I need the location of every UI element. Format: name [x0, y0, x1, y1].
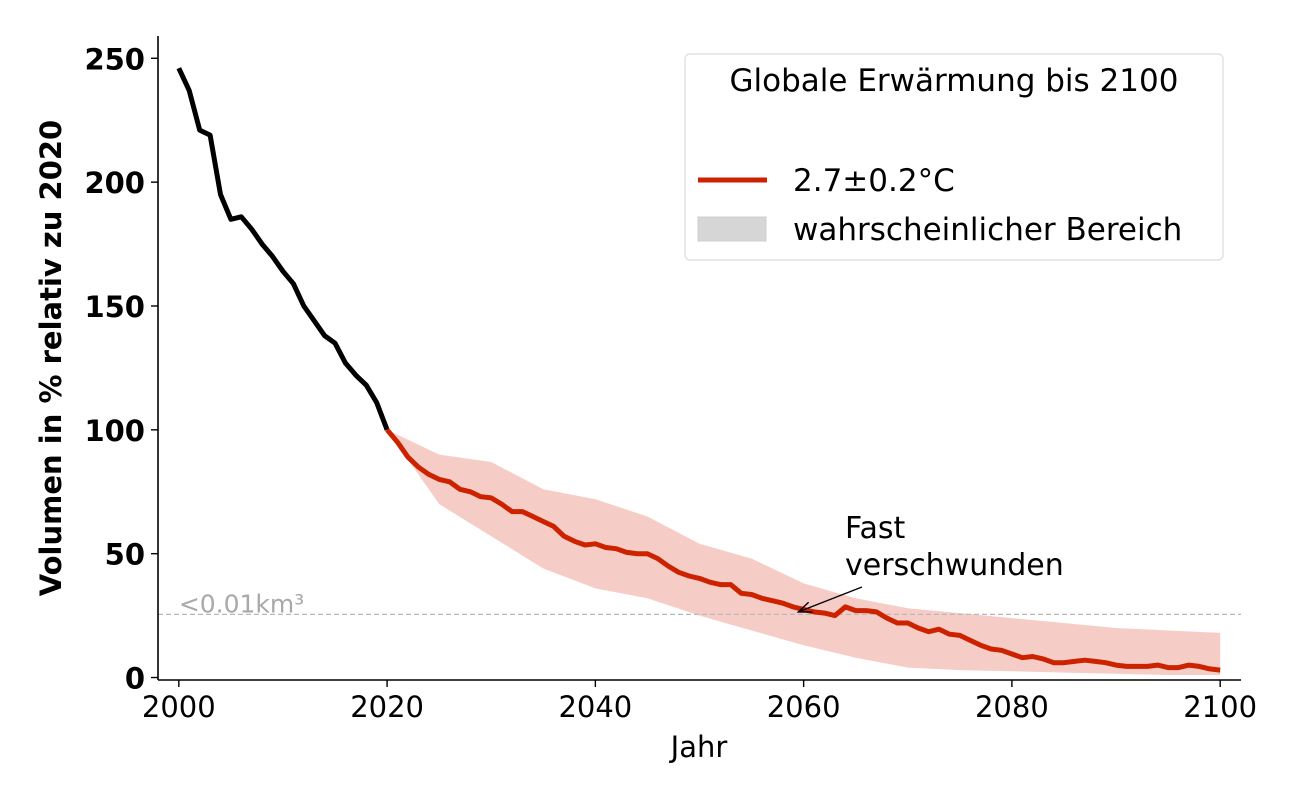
x-tick-label: 2080	[975, 690, 1049, 724]
legend: Globale Erwärmung bis 2100 2.7±0.2°C wah…	[684, 53, 1224, 261]
y-axis-title: Volumen in % relativ zu 2020	[34, 120, 68, 596]
x-axis-title: Jahr	[669, 730, 728, 764]
x-axis-ticks: 2000 2020 2040 2060 2080 2100	[142, 680, 1257, 724]
x-tick-label: 2000	[142, 690, 216, 724]
annotation-arrowhead	[796, 601, 813, 613]
x-tick-label: 2060	[767, 690, 841, 724]
legend-swatch-likely-range	[697, 216, 767, 242]
y-tick-label: 100	[84, 414, 145, 448]
legend-label-projection: 2.7±0.2°C	[793, 163, 955, 199]
x-tick-label: 2040	[558, 690, 632, 724]
y-tick-label: 200	[84, 166, 145, 200]
threshold-label: <0.01km³	[179, 589, 304, 618]
x-tick-label: 2100	[1183, 690, 1257, 724]
y-tick-label: 150	[84, 290, 145, 324]
legend-title: Globale Erwärmung bis 2100	[730, 63, 1179, 99]
likely-range-band	[387, 429, 1221, 675]
y-tick-label: 50	[105, 538, 145, 572]
x-tick-label: 2020	[350, 690, 424, 724]
y-axis-ticks: 0 50 100 150 200 250	[84, 42, 158, 696]
annotation-text-line-2: verschwunden	[845, 548, 1064, 583]
legend-frame	[684, 53, 1224, 261]
historical-series-line	[176, 67, 390, 431]
annotation-arrow	[798, 586, 863, 613]
annotation: Fast verschwunden	[796, 511, 1064, 613]
annotation-text-line-1: Fast	[845, 511, 906, 546]
y-tick-label: 0	[125, 662, 145, 696]
legend-label-likely-range: wahrscheinlicher Bereich	[793, 212, 1182, 248]
y-tick-label: 250	[84, 42, 145, 76]
